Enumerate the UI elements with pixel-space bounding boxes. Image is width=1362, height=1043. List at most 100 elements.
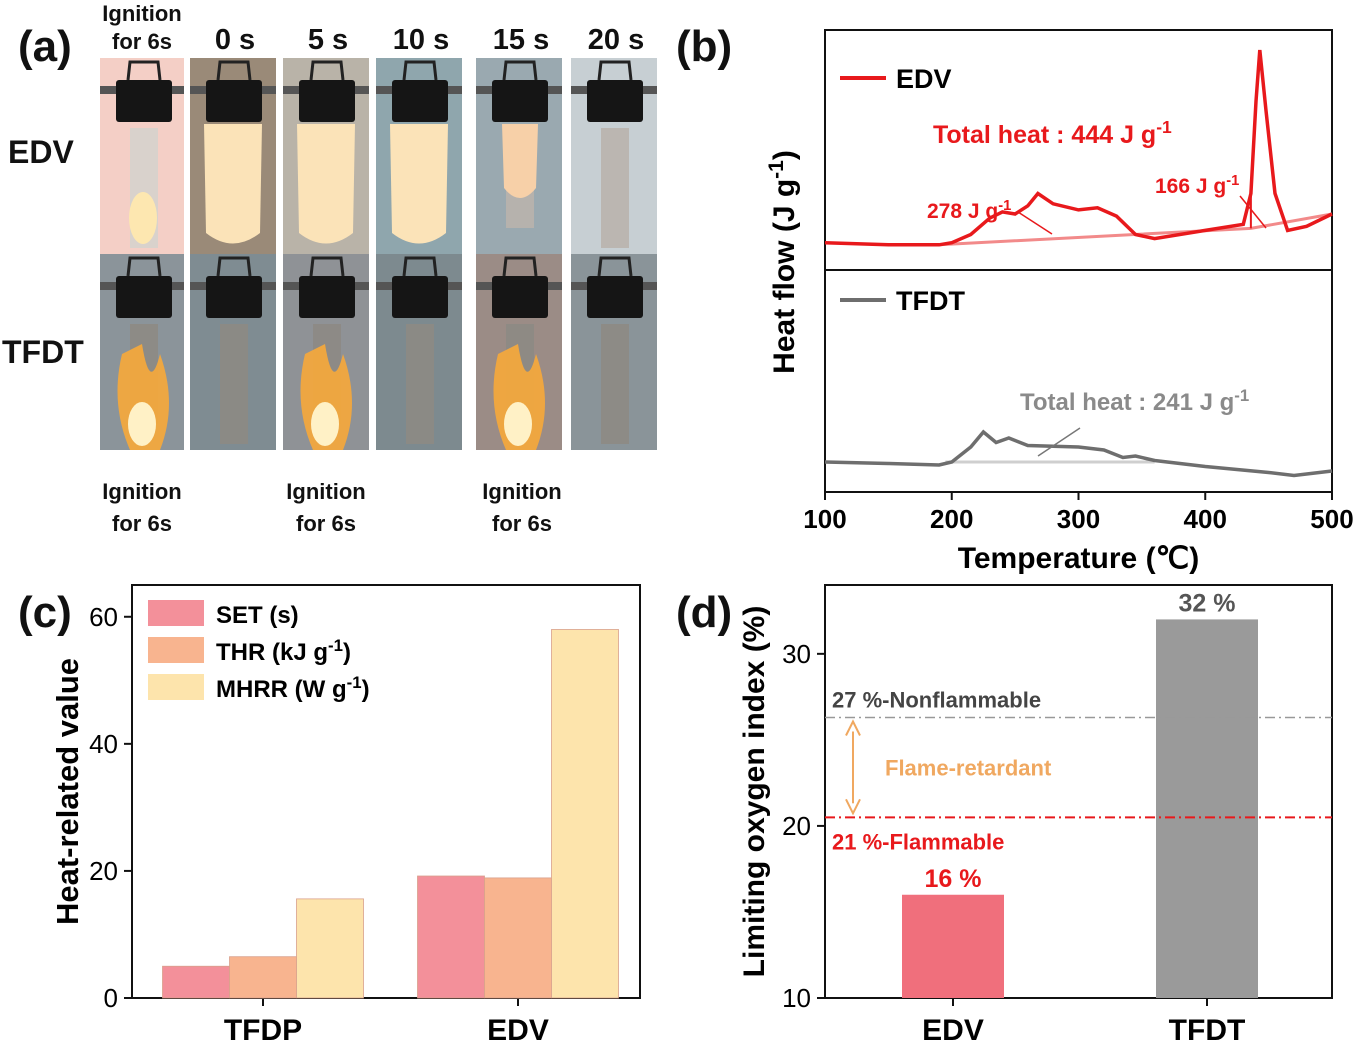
row-label-edv: EDV — [8, 134, 74, 170]
bar-tfdp-0 — [162, 965, 230, 999]
clip-wire — [126, 60, 162, 81]
legend-label-tfdt: TFDT — [896, 286, 965, 316]
sample-photo — [283, 58, 369, 254]
footer-ignition-2-line2: for 6s — [296, 511, 356, 536]
legend-label-2: MHRR (W g-1) — [216, 673, 370, 704]
x-tick-label: 500 — [1310, 504, 1353, 534]
flame-glow — [204, 124, 262, 244]
edv-total-heat-label: Total heat : 444 J g-1 — [933, 117, 1172, 149]
x-tick-label: 400 — [1184, 504, 1227, 534]
sample-strip — [601, 128, 629, 248]
flame-core — [129, 192, 157, 244]
binder-clip — [299, 80, 355, 122]
panel-b-label: (b) — [676, 22, 733, 71]
y-tick-label: 40 — [89, 729, 118, 759]
sample-photo — [190, 254, 276, 450]
edv-peak2-arrow — [1239, 195, 1267, 229]
chart-d-loi: 10 20 30 Limiting oxygen index (%) 16 % EDV 32… — [738, 584, 1333, 1040]
bar-tfdp-2 — [296, 898, 364, 999]
x-tick-label: EDV — [487, 1014, 549, 1040]
bar-edv-1 — [484, 877, 552, 999]
clip-wire — [309, 256, 345, 277]
sample-photo — [376, 58, 462, 254]
edv-peak1-arrow — [1017, 211, 1053, 235]
y-tick-label: 0 — [104, 983, 118, 1013]
legend-swatch-0 — [148, 600, 204, 626]
y-tick-label: 10 — [782, 983, 811, 1013]
plot-frame — [824, 584, 1333, 999]
ref-label-flammable: 21 %-Flammable — [832, 829, 1004, 854]
legend-label-1: THR (kJ g-1) — [216, 636, 351, 667]
flame-core — [311, 402, 339, 446]
clip-wire — [597, 256, 633, 277]
sample-photo — [571, 58, 657, 254]
time-header-5s: 5 s — [307, 24, 349, 56]
clip-wire — [402, 60, 438, 81]
sample-photo — [283, 254, 369, 450]
footer-ignition-1-line2: for 6s — [112, 511, 172, 536]
tfdt-curve — [824, 429, 1333, 478]
sample-photo-art — [283, 60, 369, 244]
binder-clip — [587, 80, 643, 122]
clip-wire — [502, 256, 538, 277]
footer-ignition-3: Ignition for 6s — [462, 476, 582, 540]
clip-wire — [126, 256, 162, 277]
binder-clip — [299, 276, 355, 318]
sample-photo-art — [571, 60, 657, 248]
header-ignition-line2: for 6s — [112, 29, 172, 54]
legend-swatch-1 — [148, 637, 204, 663]
binder-clip — [116, 276, 172, 318]
clip-wire — [502, 60, 538, 81]
binder-clip — [206, 276, 262, 318]
sample-photo-art — [376, 256, 462, 444]
legend-swatch-2 — [148, 674, 204, 700]
edv-curve — [824, 49, 1333, 247]
sample-photo — [476, 58, 562, 254]
ref-label-nonflammable: 27 %-Nonflammable — [832, 688, 1041, 713]
sample-photo-art — [190, 60, 276, 244]
y-tick-label: 20 — [782, 811, 811, 841]
sample-photo — [100, 254, 184, 450]
y-tick-label: 20 — [89, 856, 118, 886]
footer-ignition-1-line1: Ignition — [102, 479, 182, 504]
y-axis-label: Limiting oxygen index (%) — [738, 606, 771, 978]
panel-d-label: (d) — [676, 588, 733, 637]
sample-photo-art — [476, 60, 562, 228]
footer-ignition-2: Ignition for 6s — [266, 476, 386, 540]
flame-core — [128, 402, 156, 446]
binder-clip — [392, 80, 448, 122]
chart-b-dsc: 100 200 300 400 500 Temperature (℃) Heat flow … — [765, 29, 1354, 575]
flame-glow — [390, 124, 448, 244]
sample-photo-art — [476, 256, 562, 450]
clip-wire — [402, 256, 438, 277]
flame-core — [504, 402, 532, 446]
sample-photo — [571, 254, 657, 450]
x-tick-label: EDV — [922, 1014, 984, 1040]
plot-frame — [131, 584, 641, 999]
band-arrow-head-up — [845, 719, 861, 736]
bar-tfdp-1 — [229, 956, 297, 999]
footer-ignition-3-line1: Ignition — [482, 479, 562, 504]
clip-wire — [216, 60, 252, 81]
binder-clip — [492, 80, 548, 122]
y-tick-label: 60 — [89, 602, 118, 632]
tfdt-arrow — [1037, 427, 1081, 457]
clip-wire — [597, 60, 633, 81]
sample-photo-art — [100, 58, 184, 254]
sample-strip — [601, 324, 629, 444]
time-header-10s: 10 s — [392, 24, 450, 56]
sample-photo-art — [571, 256, 657, 444]
sample-strip — [406, 324, 434, 444]
bar-tfdt — [1156, 619, 1258, 998]
y-axis-label: Heat-related value — [50, 658, 85, 925]
band-label: Flame-retardant — [885, 755, 1052, 780]
bar-edv — [902, 894, 1004, 998]
x-tick-label: 300 — [1057, 504, 1100, 534]
panel-a-label: (a) — [18, 22, 72, 71]
footer-ignition-2-line1: Ignition — [286, 479, 366, 504]
sample-photo-art — [190, 256, 276, 444]
header-ignition-label: Ignition for 6s — [82, 0, 202, 56]
panel-c-label: (c) — [18, 588, 72, 637]
footer-ignition-1: Ignition for 6s — [82, 476, 202, 540]
edv-peak1-label: 278 J g-1 — [927, 198, 1011, 223]
